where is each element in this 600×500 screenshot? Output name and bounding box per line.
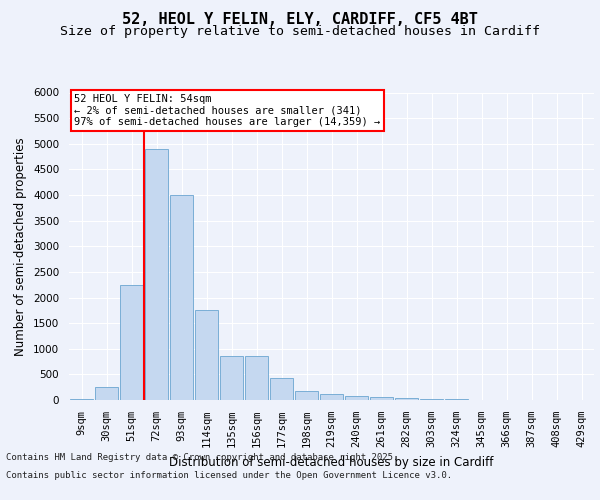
Bar: [344, 396, 368, 400]
Bar: [320, 394, 343, 400]
Bar: [70, 398, 94, 400]
Bar: [370, 398, 394, 400]
Text: Contains HM Land Registry data © Crown copyright and database right 2025.: Contains HM Land Registry data © Crown c…: [6, 454, 398, 462]
Bar: [119, 284, 143, 400]
Bar: [245, 356, 268, 400]
X-axis label: Distribution of semi-detached houses by size in Cardiff: Distribution of semi-detached houses by …: [169, 456, 494, 468]
Bar: [269, 378, 293, 400]
Bar: [419, 399, 443, 400]
Bar: [295, 390, 319, 400]
Bar: [220, 356, 244, 400]
Bar: [145, 149, 169, 400]
Text: 52, HEOL Y FELIN, ELY, CARDIFF, CF5 4BT: 52, HEOL Y FELIN, ELY, CARDIFF, CF5 4BT: [122, 12, 478, 28]
Text: 52 HEOL Y FELIN: 54sqm
← 2% of semi-detached houses are smaller (341)
97% of sem: 52 HEOL Y FELIN: 54sqm ← 2% of semi-deta…: [74, 94, 380, 127]
Text: Contains public sector information licensed under the Open Government Licence v3: Contains public sector information licen…: [6, 471, 452, 480]
Text: Size of property relative to semi-detached houses in Cardiff: Size of property relative to semi-detach…: [60, 25, 540, 38]
Bar: [194, 310, 218, 400]
Y-axis label: Number of semi-detached properties: Number of semi-detached properties: [14, 137, 28, 356]
Bar: [95, 387, 118, 400]
Bar: [170, 195, 193, 400]
Bar: [395, 398, 418, 400]
